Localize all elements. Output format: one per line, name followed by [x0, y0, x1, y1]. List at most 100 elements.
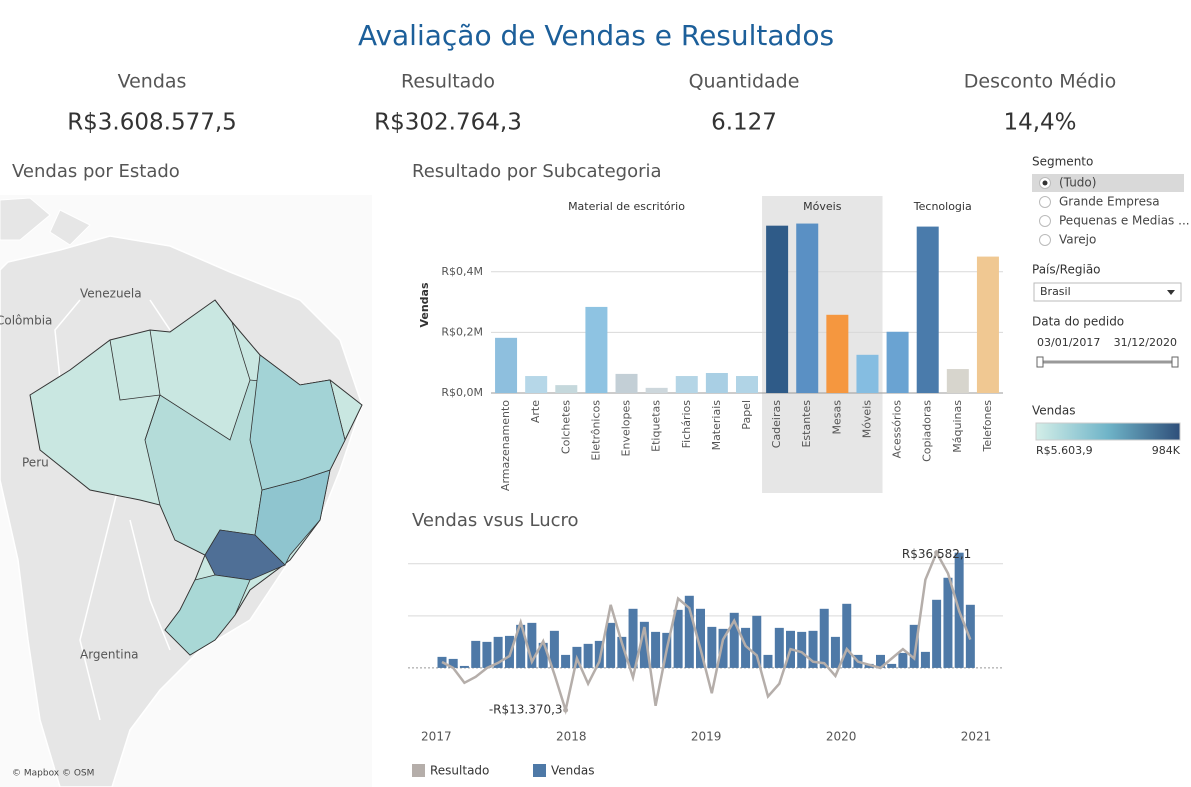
bar — [943, 577, 953, 668]
bar — [516, 624, 526, 668]
x-tick-label: Cadeiras — [770, 400, 783, 448]
x-tick-label: Fichários — [680, 400, 693, 449]
bar — [946, 369, 969, 393]
state — [164, 574, 251, 656]
map-label: Peru — [22, 456, 49, 470]
radio-dot — [1042, 180, 1048, 186]
bar — [673, 609, 683, 668]
bar — [736, 376, 758, 393]
bar — [797, 631, 807, 668]
filter-title: Data do pedido — [1032, 315, 1124, 329]
option-highlight — [1032, 174, 1184, 192]
slider-handle[interactable] — [1171, 356, 1179, 368]
x-tick-label: 2020 — [826, 730, 857, 744]
bar — [538, 642, 548, 668]
bar — [856, 354, 879, 393]
x-tick-label: Estantes — [800, 400, 813, 448]
point — [563, 707, 569, 713]
bar — [916, 226, 939, 393]
radio[interactable] — [1039, 196, 1051, 208]
x-tick-label: 2019 — [691, 730, 722, 744]
map-label: Venezuela — [80, 287, 142, 301]
data-label: -R$13.370,3 — [489, 703, 563, 717]
bar — [651, 631, 661, 668]
y-axis-title: Vendas — [418, 282, 431, 328]
bar — [796, 223, 819, 393]
bar — [819, 608, 829, 668]
section-title: Vendas vsus Lucro — [412, 510, 579, 531]
kpi-value: 14,4% — [1003, 110, 1076, 136]
radio-label[interactable]: Varejo — [1059, 233, 1096, 247]
point — [934, 550, 940, 556]
radio-label[interactable]: Grande Empresa — [1059, 195, 1160, 209]
legend-label: Resultado — [430, 764, 489, 778]
bar — [628, 608, 638, 668]
bar — [729, 612, 739, 668]
kpi-label: Desconto Médio — [964, 71, 1117, 93]
bar — [549, 630, 559, 668]
y-tick-label: R$0,4M — [441, 265, 483, 278]
date-start: 03/01/2017 — [1037, 336, 1100, 349]
section-title: Vendas por Estado — [12, 161, 180, 182]
dropdown-arrow[interactable] — [1167, 290, 1175, 295]
bar — [645, 387, 668, 393]
map-credit: © Mapbox © OSM — [12, 769, 94, 779]
dropdown[interactable] — [1033, 282, 1182, 302]
kpi-label: Quantidade — [689, 71, 800, 93]
bar — [886, 331, 909, 393]
x-tick-label: Armazenamento — [499, 400, 512, 491]
x-tick-label: 2017 — [421, 730, 452, 744]
x-tick-label: Colchetes — [559, 400, 572, 454]
bar — [504, 635, 514, 668]
bar — [718, 628, 728, 668]
bar — [898, 652, 908, 668]
kpi-label: Vendas — [118, 71, 187, 93]
filter-title: País/Região — [1032, 263, 1101, 277]
y-tick-label: R$0,0M — [441, 386, 483, 399]
radio[interactable] — [1039, 215, 1051, 227]
border — [54, 299, 171, 721]
dropdown-value[interactable]: Brasil — [1040, 285, 1071, 298]
bar — [525, 376, 548, 393]
bar — [705, 372, 728, 393]
x-tick-label: 2018 — [556, 730, 587, 744]
kpi-value: R$3.608.577,5 — [67, 110, 237, 136]
bar — [752, 615, 762, 668]
bar — [696, 608, 706, 668]
group-header: Móveis — [803, 200, 842, 213]
filter-title: Segmento — [1032, 155, 1093, 169]
data-label: R$36.582,1 — [902, 547, 971, 561]
bar — [606, 622, 616, 668]
bar — [684, 595, 694, 668]
x-tick-label: Envelopes — [620, 400, 633, 457]
radio-label[interactable]: Pequenas e Medias ... — [1059, 214, 1190, 228]
x-tick-label: Mesas — [830, 400, 843, 435]
bar — [826, 314, 849, 393]
bar — [766, 225, 789, 393]
kpi-label: Resultado — [401, 71, 495, 93]
map: Venezuela Colômbia Peru Argentina © Mapb… — [0, 195, 372, 787]
bar — [527, 622, 537, 668]
radio[interactable] — [1039, 234, 1051, 246]
bar — [594, 640, 604, 668]
y-tick-label: R$0,2M — [441, 325, 483, 338]
radio-label[interactable]: (Tudo) — [1059, 176, 1096, 190]
x-tick-label: Máquinas — [951, 400, 964, 453]
legend-min: R$5.603,9 — [1036, 444, 1093, 457]
bar — [774, 627, 784, 668]
group-header: Tecnologia — [913, 200, 972, 213]
date-end: 31/12/2020 — [1114, 336, 1177, 349]
map-label: Colômbia — [0, 314, 52, 328]
x-tick-label: Copiadoras — [921, 400, 934, 462]
bar — [707, 626, 717, 668]
bar — [675, 376, 698, 393]
legend-swatch — [533, 764, 546, 777]
x-tick-label: Acessórios — [891, 400, 904, 459]
map-label: Argentina — [80, 648, 139, 662]
bar — [875, 654, 885, 668]
bar — [909, 624, 919, 668]
legend-swatch — [412, 764, 425, 777]
slider-handle[interactable] — [1036, 356, 1044, 368]
x-tick-label: Móveis — [860, 400, 873, 439]
